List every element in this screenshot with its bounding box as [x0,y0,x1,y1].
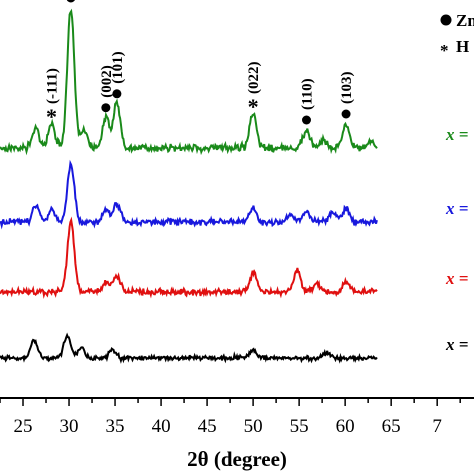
peak-label-text: (101) [110,51,126,83]
x-tick-label: 35 [106,416,125,437]
peak-label-text: (-111) [45,68,61,104]
series-line-4 [0,332,378,364]
x-tick-label: 60 [336,416,355,437]
peak-annotation-6: (110) [299,78,315,125]
series-line-1 [0,8,378,156]
peak-dot-marker [101,103,111,113]
peak-annotation-5: *(022) [246,62,262,120]
legend-dot-marker [440,14,452,26]
peak-annotation-3: (002) [99,65,115,113]
x-tick-label: 55 [290,416,309,437]
series-label-1: x = [445,125,468,144]
peak-annotation-4: (101) [110,51,126,99]
series-label-2: x = [445,199,468,218]
x-tick-label: 65 [382,416,401,437]
peak-dot-marker [66,0,75,3]
legend-label-zn: Zn [456,11,474,30]
peak-label-text: (110) [299,78,315,110]
peak-label-text: (022) [246,62,262,95]
peak-annotation-2: *(-111) [45,68,61,129]
peak-label-text: (103) [339,72,355,105]
annotation-layer: (100)*(-111)(002)(101)*(022)(110)(103) [45,0,355,129]
peak-star-marker: * [248,94,259,119]
series-label-3: x = [445,269,468,288]
x-axis: 25 30 35 40 45 50 55 60 65 7 [0,397,474,437]
x-tick-label: 45 [198,416,217,437]
peak-label-text: (002) [99,65,115,98]
series-line-2 [0,159,378,230]
series-label-4: x = [445,335,468,354]
series-layer [0,8,378,364]
peak-annotation-1: (100) [66,0,75,3]
peak-dot-marker [301,115,311,125]
peak-dot-marker [341,109,351,119]
series-label-layer: x = x = x = x = [445,125,468,354]
legend-label-h: H [456,37,469,56]
x-tick-label: 40 [152,416,171,437]
x-tick-label: 7 [432,416,442,437]
peak-star-marker: * [46,104,57,129]
x-tick-label: 25 [14,416,33,437]
series-line-3 [0,216,378,299]
x-axis-title: 2θ (degree) [187,447,287,471]
x-tick-label: 30 [60,416,79,437]
peak-annotation-7: (103) [339,72,355,119]
peak-dot-marker [112,89,122,99]
x-tick-label: 50 [244,416,263,437]
legend-star-marker: * [440,41,449,60]
legend: Zn * H [440,11,474,60]
